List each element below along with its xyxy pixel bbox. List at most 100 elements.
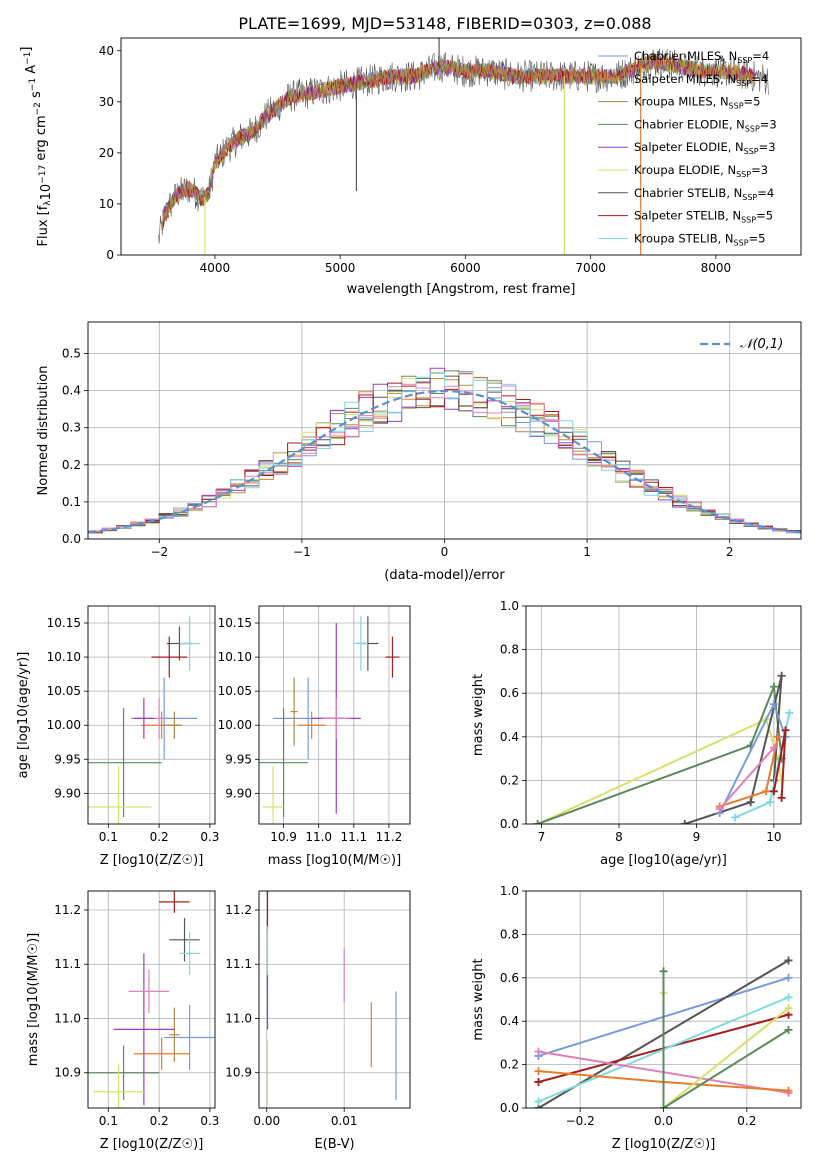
plot-area xyxy=(88,891,215,1108)
x-axis-label: age [log10(age/yr)] xyxy=(600,853,727,868)
weight-line-pink xyxy=(718,747,775,810)
y-tick-label: 1.0 xyxy=(500,599,519,613)
y-tick-label: 11.0 xyxy=(225,1011,252,1025)
y-tick-label: 0.4 xyxy=(500,1014,519,1028)
plot-area xyxy=(526,606,801,824)
x-tick-label: 1 xyxy=(583,545,591,559)
y-label-part: −1 xyxy=(28,78,38,91)
legend-nssp: =3 xyxy=(760,117,777,131)
panel-spectrum: 4000 5000 6000 7000 8000 0 10 20 30 40 wavelength … xyxy=(19,37,802,297)
y-tick-label: 11.2 xyxy=(225,903,252,917)
x-tick-label: 0.0 xyxy=(654,1114,673,1128)
weight-marker-chabrier_elodie xyxy=(769,682,778,691)
legend-label-chabrier_stelib: Chabrier STELIB, NSSP=4 xyxy=(634,186,774,202)
weight-marker-salpeter_stelib xyxy=(769,787,778,796)
legend-nssp: =4 xyxy=(752,49,769,63)
y-label-part: s xyxy=(29,91,44,102)
y-tick-label: 0.0 xyxy=(500,1101,519,1115)
axes-frame xyxy=(87,321,802,540)
x-axis-label: wavelength [Angstrom, rest frame] xyxy=(347,282,576,297)
plot-area xyxy=(88,606,215,824)
y-tick-label: 0.4 xyxy=(500,730,519,744)
legend-label-salpeter_miles: Salpeter MILES, NSSP=4 xyxy=(634,72,768,88)
y-tick-label: 11.0 xyxy=(54,1011,81,1025)
weight-marker-salpeter_miles xyxy=(534,1067,543,1076)
y-tick-label: 20 xyxy=(99,146,114,160)
y-label-part: 10 xyxy=(39,184,54,201)
y-label-part: Flux [f xyxy=(36,205,51,246)
legend-subscript: SSP xyxy=(736,170,751,179)
weight-line-chabrier_elodie xyxy=(662,971,790,1108)
y-tick-label: 1.0 xyxy=(500,884,519,898)
errorbar-chabrier_elodie xyxy=(88,1045,160,1100)
panel-age_vs_mass: 10.9 11.0 11.1 11.2 9.90 9.95 10.00 10.05 10.10 1… xyxy=(218,605,411,868)
x-tick-label: 0.01 xyxy=(331,1114,358,1128)
plot-area xyxy=(259,606,410,824)
errorbar-kroupa_elodie xyxy=(262,766,284,824)
y-axis-label: age [log10(age/yr)] xyxy=(16,652,31,779)
errorbar-kroupa_elodie xyxy=(93,1064,144,1108)
errorbar-pink xyxy=(128,969,170,1014)
y-tick-label: 10 xyxy=(99,197,114,211)
y-tick-label: 9.90 xyxy=(225,786,252,800)
weight-marker-kroupa_stelib xyxy=(534,1097,543,1106)
x-tick-label: 0.2 xyxy=(150,1114,169,1128)
legend-label-normal: 𝒩(0,1) xyxy=(740,337,783,352)
errorbar-kroupa_elodie xyxy=(88,766,152,824)
y-tick-label: 10.9 xyxy=(225,1066,252,1080)
y-tick-label: 10.15 xyxy=(218,616,252,630)
legend-label-chabrier_elodie: Chabrier ELODIE, NSSP=3 xyxy=(634,117,777,133)
y-tick-label: 0.6 xyxy=(500,686,519,700)
plot-area xyxy=(88,322,801,539)
errorbar-salpeter_miles xyxy=(133,1037,190,1071)
x-tick-label: 0.3 xyxy=(200,1114,219,1128)
y-tick-label: 0.0 xyxy=(500,817,519,831)
panel-weight_vs_Z: −0.2 0.0 0.2 0.0 0.2 0.4 0.6 0.8 1.0 Z [log10(Z/Z… xyxy=(471,884,802,1152)
y-tick-label: 10.00 xyxy=(47,718,81,732)
weight-marker-chabrier_elodie xyxy=(784,1025,793,1034)
axes-frame xyxy=(258,605,411,825)
x-axis-label: Z [log10(Z/Z☉)] xyxy=(100,1137,204,1152)
weight-marker-chabrier_miles xyxy=(784,973,793,982)
weight-marker-salpeter_stelib xyxy=(777,793,786,802)
weight-marker-salpeter_miles xyxy=(784,1086,793,1095)
y-tick-label: 10.9 xyxy=(54,1066,81,1080)
x-tick-label: 0.3 xyxy=(200,830,219,844)
y-tick-label: 0.3 xyxy=(62,421,81,435)
legend-label-text: Salpeter MILES, N xyxy=(634,72,736,86)
y-tick-label: 30 xyxy=(99,95,114,109)
weight-marker-chabrier_stelib xyxy=(784,956,793,965)
y-tick-label: 0.8 xyxy=(500,643,519,657)
legend-subscript: SSP xyxy=(734,238,749,247)
errorbar-pink xyxy=(154,697,165,739)
y-tick-label: 11.2 xyxy=(54,903,81,917)
plot-area xyxy=(259,891,410,1108)
x-tick-label: 0.2 xyxy=(150,830,169,844)
errorbar-chabrier_elodie xyxy=(88,708,162,818)
y-tick-label: 9.90 xyxy=(54,786,81,800)
y-axis-label: mass [log10(M/M☉)] xyxy=(26,933,41,1066)
y-tick-label: 10.05 xyxy=(218,684,252,698)
legend-label-text: Kroupa MILES, N xyxy=(634,95,729,109)
y-label-part: ] xyxy=(19,47,34,52)
x-tick-label: 8000 xyxy=(701,261,732,275)
y-tick-label: 0.1 xyxy=(62,495,81,509)
plot-area xyxy=(158,38,769,255)
x-axis-label: (data-model)/error xyxy=(384,568,505,583)
y-tick-label: 0 xyxy=(106,248,114,262)
x-tick-label: 6000 xyxy=(450,261,481,275)
weight-marker-chabrier_stelib xyxy=(680,820,689,824)
figure-title: PLATE=1699, MJD=53148, FIBERID=0303, z=0… xyxy=(238,14,651,33)
y-tick-label: 10.00 xyxy=(218,718,252,732)
legend-label-text: Chabrier STELIB, N xyxy=(634,186,742,200)
panel-mass_vs_Z: 0.1 0.2 0.3 10.9 11.0 11.1 11.2 Z [log10(Z/Z☉)]… xyxy=(26,890,219,1152)
legend-nssp: =4 xyxy=(757,186,774,200)
x-tick-label: 8 xyxy=(615,830,623,844)
spectrum-line-kroupa_miles xyxy=(161,53,756,229)
legend-subscript: SSP xyxy=(744,147,759,156)
errorbar-kroupa_stelib xyxy=(179,931,200,976)
errorbar-salpeter_stelib xyxy=(151,636,188,678)
legend-nssp: =3 xyxy=(759,140,776,154)
